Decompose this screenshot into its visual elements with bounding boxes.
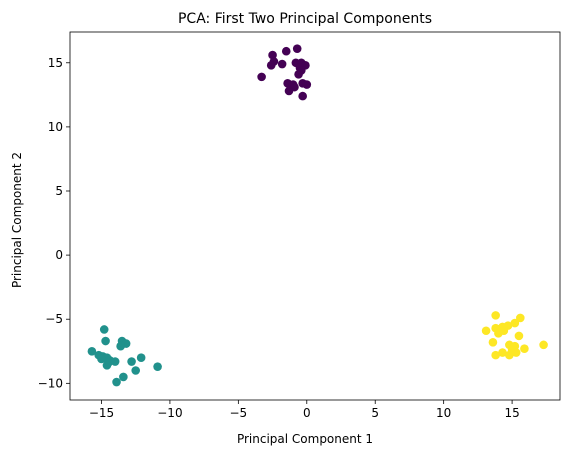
y-axis-label: Principal Component 2 (10, 152, 24, 288)
y-tick-label: −10 (38, 376, 63, 390)
y-tick-label: 5 (55, 184, 63, 198)
x-tick-label: −15 (89, 406, 114, 420)
data-point-cluster-1 (292, 44, 302, 53)
data-point-cluster-3 (488, 338, 498, 347)
data-point-cluster-1 (297, 66, 306, 75)
data-point-cluster-1 (302, 80, 312, 89)
data-point-cluster-2 (102, 361, 112, 370)
data-point-cluster-2 (127, 357, 136, 366)
chart-title: PCA: First Two Principal Components (178, 11, 432, 27)
y-tick-label: 0 (55, 248, 63, 262)
data-point-cluster-3 (516, 313, 525, 323)
plot-area: −15 −10 −5 0 5 10 15 −10 −5 0 5 10 15 (38, 31, 561, 420)
data-point-cluster-2 (112, 377, 121, 387)
data-point-cluster-1 (268, 50, 277, 60)
data-point-cluster-2 (136, 353, 146, 362)
data-point-cluster-2 (131, 366, 140, 375)
data-point-cluster-1 (257, 72, 266, 82)
y-tick-label: 10 (48, 120, 63, 134)
axes-frame (69, 31, 561, 401)
data-point-cluster-3 (499, 326, 509, 336)
data-point-cluster-3 (491, 311, 500, 320)
data-point-cluster-3 (514, 331, 524, 341)
x-tick-label: 0 (303, 406, 311, 420)
x-tick-label: −10 (157, 406, 182, 420)
data-point-cluster-2 (101, 336, 110, 346)
data-point-cluster-3 (510, 318, 520, 328)
x-tick-label: 15 (504, 406, 519, 420)
data-point-cluster-1 (284, 86, 294, 96)
x-tick-label: −5 (230, 406, 248, 420)
data-point-cluster-2 (99, 325, 109, 334)
data-point-cluster-2 (110, 357, 120, 366)
data-point-cluster-2 (116, 341, 125, 351)
data-point-cluster-3 (481, 326, 491, 336)
data-point-cluster-3 (498, 348, 507, 357)
data-point-cluster-2 (153, 362, 162, 371)
data-point-cluster-1 (277, 59, 287, 69)
data-point-cluster-2 (97, 354, 106, 364)
data-point-cluster-3 (491, 350, 500, 360)
y-tick-label: −5 (45, 312, 63, 326)
x-tick-label: 10 (436, 406, 451, 420)
data-point-cluster-1 (266, 61, 276, 70)
y-tick-label: 15 (48, 56, 63, 70)
data-point-cluster-3 (520, 344, 529, 354)
x-axis-label: Principal Component 1 (237, 432, 373, 446)
data-point-cluster-3 (511, 348, 521, 357)
data-point-cluster-3 (505, 350, 514, 360)
x-tick-label: 5 (371, 406, 379, 420)
data-point-cluster-2 (87, 346, 97, 356)
data-point-cluster-1 (281, 46, 291, 56)
data-point-cluster-3 (539, 340, 548, 350)
data-point-cluster-2 (119, 372, 128, 382)
data-point-cluster-1 (298, 91, 307, 101)
